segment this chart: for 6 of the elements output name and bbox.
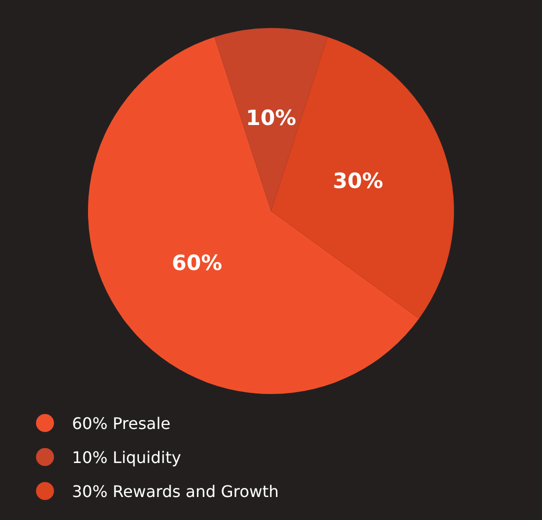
legend-label: 30% Rewards and Growth <box>72 482 279 500</box>
data-label: 30% <box>332 169 384 194</box>
data-label: 60% <box>172 251 222 276</box>
data-label: 10% <box>246 106 296 130</box>
legend-label: 60% Presale <box>72 414 171 432</box>
legend-label: 10% Liquidity <box>72 448 182 466</box>
